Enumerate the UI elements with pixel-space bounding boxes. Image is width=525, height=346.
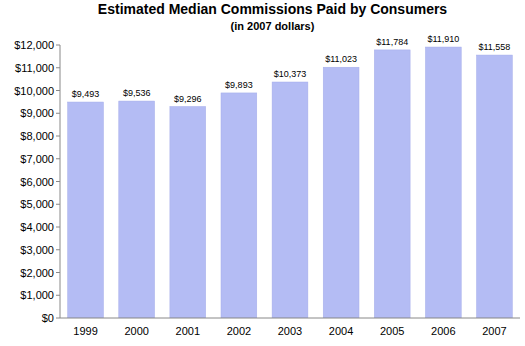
y-tick-label: $12,000 [14,39,54,51]
data-label: $9,296 [174,94,202,104]
data-label: $9,893 [225,80,253,90]
x-tick-label: 2006 [431,325,455,337]
data-label: $10,373 [274,69,307,79]
y-tick [56,249,60,250]
bar [477,55,513,318]
data-label: $9,536 [123,88,151,98]
y-tick-label: $6,000 [20,176,54,188]
x-tick-label: 1999 [73,325,97,337]
y-tick [56,67,60,68]
y-tick-label: $9,000 [20,107,54,119]
y-tick-label: $1,000 [20,289,54,301]
x-tick-label: 2002 [227,325,251,337]
x-tick-label: 2001 [176,325,200,337]
y-tick [56,90,60,91]
y-tick [56,227,60,228]
y-tick [56,318,60,319]
y-tick [56,272,60,273]
bar [68,102,104,318]
x-tick-label: 2000 [124,325,148,337]
y-tick-label: $5,000 [20,198,54,210]
data-label: $11,784 [376,37,408,47]
y-tick-label: $4,000 [20,221,54,233]
x-tick-label: 2004 [329,325,353,337]
y-tick-label: $7,000 [20,153,54,165]
bar [119,101,155,318]
y-tick [56,158,60,159]
data-label: $11,910 [427,34,459,44]
y-axis [60,45,61,318]
y-tick [56,295,60,296]
x-tick-label: 2003 [278,325,302,337]
bar [221,93,257,318]
data-label: $9,493 [72,89,100,99]
data-label: $11,558 [479,42,511,52]
bar [323,67,359,318]
bar [425,47,461,318]
x-tick-label: 2007 [482,325,506,337]
y-tick [56,45,60,46]
y-tick-label: $3,000 [20,244,54,256]
x-tick-label: 2005 [380,325,404,337]
subtitle: (in 2007 dollars) [231,20,315,32]
y-tick [56,113,60,114]
data-label: $11,023 [325,54,357,64]
y-tick [56,181,60,182]
chart: Estimated Median Commissions Paid by Con… [0,0,525,346]
y-tick-label: $2,000 [20,267,54,279]
bar [272,82,308,318]
bar [374,50,410,318]
x-axis [60,318,520,319]
y-tick-label: $0 [42,312,54,324]
y-tick [56,204,60,205]
y-tick-label: $11,000 [15,62,54,74]
y-tick [56,136,60,137]
bars [68,47,513,318]
title: Estimated Median Commissions Paid by Con… [98,1,448,17]
y-tick-label: $8,000 [20,130,54,142]
bar [170,107,206,318]
y-tick-label: $10,000 [14,85,54,97]
